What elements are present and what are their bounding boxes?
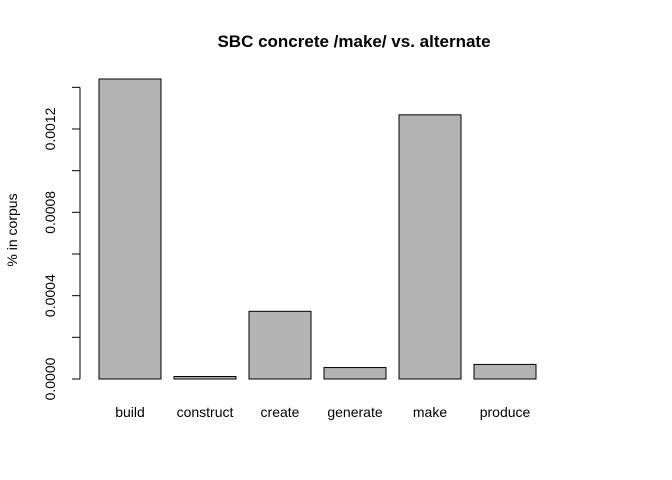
category-label-produce: produce xyxy=(480,404,531,420)
bar-construct xyxy=(173,376,237,380)
chart-title: SBC concrete /make/ vs. alternate xyxy=(217,32,490,51)
bars xyxy=(98,78,537,380)
y-axis: 0.0000 0.0004 0.0008 0.0012 xyxy=(42,86,81,400)
category-label-construct: construct xyxy=(177,404,234,420)
category-label-generate: generate xyxy=(327,404,382,420)
category-label-create: create xyxy=(261,404,300,420)
y-tick-label: 0.0012 xyxy=(42,107,58,150)
category-label-make: make xyxy=(413,404,447,420)
bar-generate xyxy=(323,367,387,380)
bar-create xyxy=(248,310,312,380)
bar-build xyxy=(98,78,162,380)
bar-make xyxy=(398,114,462,380)
category-label-build: build xyxy=(115,404,145,420)
y-axis-label: % in corpus xyxy=(4,193,20,266)
y-tick-label: 0.0000 xyxy=(42,357,58,400)
y-tick-label: 0.0004 xyxy=(42,274,58,317)
category-labels: build construct create generate make produce xyxy=(115,404,530,420)
bar-produce xyxy=(473,363,537,380)
y-tick-label: 0.0008 xyxy=(42,191,58,234)
